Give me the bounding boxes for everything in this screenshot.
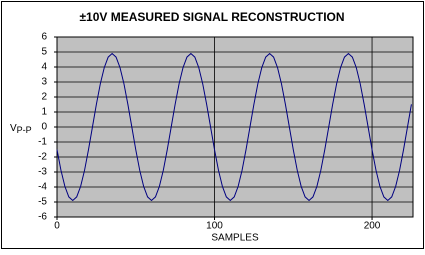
y-axis-label-sub: P-P (17, 125, 32, 135)
y-tick-label: 5 (41, 47, 47, 58)
y-axis-label-main: V (10, 123, 17, 134)
x-axis-label: SAMPLES (211, 233, 259, 244)
y-tick-label: 1 (41, 107, 47, 118)
y-tick-label: 3 (41, 77, 47, 88)
y-tick-label: 6 (41, 32, 47, 43)
y-tick-label: 0 (41, 122, 47, 133)
y-tick-label: -5 (38, 197, 47, 208)
y-tick-label: -6 (38, 212, 47, 223)
y-axis-label: VP-P (10, 123, 32, 136)
y-tick-label: -1 (38, 137, 47, 148)
plot-border (56, 36, 414, 218)
y-tick-label: -2 (38, 152, 47, 163)
y-tick-label: -4 (38, 182, 47, 193)
chart-title: ±10V MEASURED SIGNAL RECONSTRUCTION (79, 10, 344, 24)
signal-line (56, 52, 412, 202)
x-tick-label: 0 (54, 221, 60, 232)
y-tick-label: -3 (38, 167, 47, 178)
y-tick-label: 2 (41, 92, 47, 103)
x-tick-label: 100 (206, 221, 223, 232)
x-tick-label: 200 (364, 221, 381, 232)
y-tick-label: 4 (41, 62, 47, 73)
